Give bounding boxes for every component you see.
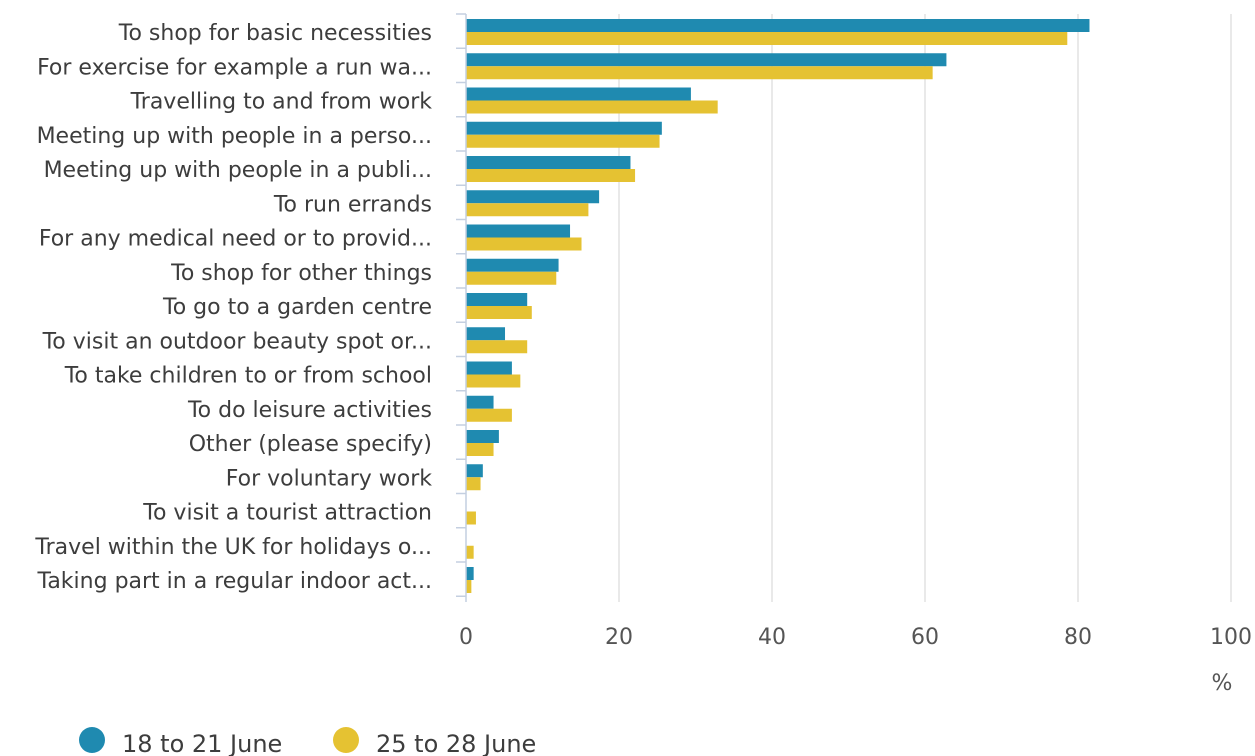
category-label: Travel within the UK for holidays o... [34, 535, 432, 560]
bar-series-2 [466, 340, 528, 354]
category-label: For voluntary work [226, 466, 433, 491]
category-label: Meeting up with people in a perso... [37, 124, 432, 149]
bar-series-1 [466, 464, 483, 478]
bar-series-1 [466, 395, 494, 409]
bar-series-2 [466, 511, 476, 525]
bars [466, 19, 1090, 593]
legend: 18 to 21 June 25 to 28 June [79, 727, 536, 756]
bar-series-1 [466, 224, 571, 238]
legend-label: 18 to 21 June [122, 730, 282, 756]
category-label: To run errands [273, 192, 432, 217]
x-tick-labels: 0 20 40 60 80 100 [459, 625, 1252, 650]
bar-series-1 [466, 87, 691, 101]
bar-series-2 [466, 271, 557, 285]
bar-series-2 [466, 374, 521, 388]
bar-series-2 [466, 408, 512, 422]
bar-series-1 [466, 156, 631, 169]
category-labels: To shop for basic necessities For exercis… [34, 21, 432, 594]
bar-series-1 [466, 258, 559, 272]
bar-series-2 [466, 32, 1068, 45]
x-tick-label: 40 [758, 625, 786, 650]
category-label: Travelling to and from work [130, 90, 433, 115]
bar-series-1 [466, 19, 1090, 32]
bar-series-2 [466, 477, 481, 491]
bar-series-2 [466, 169, 636, 182]
legend-marker [333, 727, 359, 753]
bar-series-2 [466, 237, 582, 251]
unit-label: % [1212, 671, 1233, 696]
legend-label: 25 to 28 June [376, 730, 536, 756]
bar-series-1 [466, 53, 947, 67]
bar-series-1 [466, 293, 528, 306]
y-axis [456, 13, 467, 602]
bar-series-2 [466, 443, 494, 456]
category-label: To visit a tourist attraction [142, 501, 432, 526]
category-label: To visit an outdoor beauty spot or... [42, 329, 432, 354]
bar-series-1 [466, 327, 506, 341]
category-label: To shop for basic necessities [118, 21, 432, 46]
bar-series-2 [466, 306, 532, 319]
bar-series-1 [466, 190, 600, 204]
bar-series-2 [466, 134, 660, 148]
category-label: To shop for other things [170, 261, 432, 286]
bar-series-1 [466, 430, 499, 443]
category-label: To take children to or from school [64, 364, 432, 389]
bar-series-1 [466, 361, 512, 375]
bar-series-1 [466, 121, 662, 135]
grid-lines [618, 14, 1232, 602]
category-label: Meeting up with people in a publi... [44, 158, 432, 183]
x-tick-label: 100 [1210, 625, 1252, 650]
category-label: Other (please specify) [189, 432, 432, 457]
legend-marker [79, 727, 105, 753]
category-label: For exercise for example a run wa... [37, 55, 432, 80]
bar-series-2 [466, 203, 589, 217]
x-tick-label: 80 [1064, 625, 1092, 650]
x-tick-label: 60 [911, 625, 939, 650]
category-label: Taking part in a regular indoor act... [37, 569, 432, 594]
category-label: For any medical need or to provid... [39, 227, 432, 252]
bar-series-2 [466, 545, 474, 559]
bar-series-2 [466, 66, 933, 80]
bar-series-2 [466, 580, 472, 593]
x-tick-label: 0 [459, 625, 473, 650]
bar-series-2 [466, 100, 718, 114]
x-tick-label: 20 [605, 625, 633, 650]
category-label: To do leisure activities [187, 398, 432, 423]
bar-series-1 [466, 567, 474, 580]
category-label: To go to a garden centre [162, 295, 432, 320]
